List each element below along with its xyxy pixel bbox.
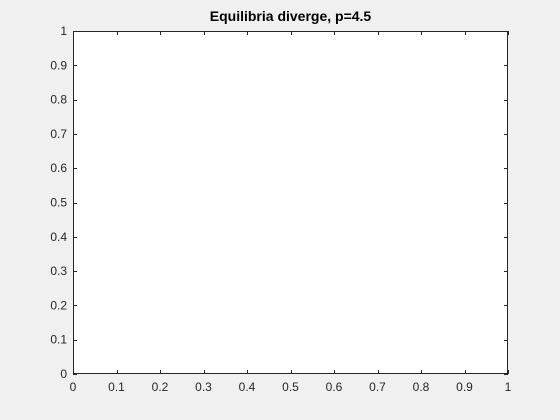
x-tick-label: 1 (505, 380, 512, 394)
axes-background (73, 31, 508, 374)
y-tick-label: 1 (60, 24, 67, 38)
y-tick-label: 0 (60, 367, 67, 381)
x-tick-label: 0 (70, 380, 77, 394)
x-tick-label: 0.2 (152, 380, 169, 394)
x-tick-label: 0.4 (239, 380, 256, 394)
x-tick-label: 0.5 (282, 380, 299, 394)
y-tick-label: 0.2 (50, 298, 67, 312)
y-tick-label: 0.1 (50, 333, 67, 347)
x-tick-label: 0.6 (326, 380, 343, 394)
x-tick-label: 0.7 (369, 380, 386, 394)
y-tick-label: 0.7 (50, 127, 67, 141)
y-tick-label: 0.3 (50, 264, 67, 278)
y-tick-label: 0.9 (50, 58, 67, 72)
y-tick-label: 0.4 (50, 230, 67, 244)
x-tick-label: 0.3 (195, 380, 212, 394)
chart-title: Equilibria diverge, p=4.5 (209, 8, 372, 24)
y-tick-label: 0.5 (50, 196, 67, 210)
x-tick-label: 0.1 (108, 380, 125, 394)
y-tick-label: 0.8 (50, 93, 67, 107)
x-tick-label: 0.8 (413, 380, 430, 394)
y-tick-label: 0.6 (50, 161, 67, 175)
y-tick-labels: 0 0.1 0.2 0.3 0.4 0.5 0.6 0.7 0.8 0.9 1 (50, 24, 67, 381)
axes-box (73, 31, 508, 374)
x-tick-label: 0.9 (456, 380, 473, 394)
x-tick-labels: 0 0.1 0.2 0.3 0.4 0.5 0.6 0.7 0.8 0.9 1 (70, 380, 512, 394)
